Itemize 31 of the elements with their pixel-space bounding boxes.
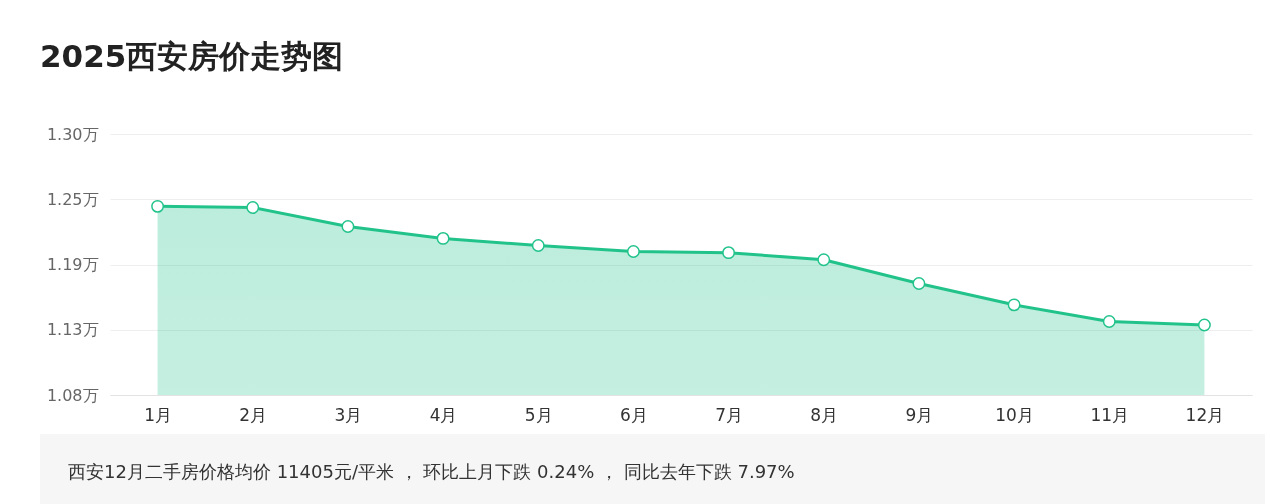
point [1007, 298, 1021, 312]
x-tick-label: 10月 [995, 404, 1034, 425]
point [912, 277, 926, 290]
y-tick-label: 1.25万 [46, 189, 99, 209]
x-tick-label: 6月 [620, 404, 648, 425]
point [246, 201, 260, 214]
point [722, 246, 736, 260]
x-tick-label: 4月 [429, 404, 458, 425]
point [626, 245, 640, 258]
point [151, 199, 165, 213]
x-tick-label: 1月 [144, 404, 172, 425]
x-tick-label: 3月 [334, 404, 363, 425]
point [436, 231, 450, 245]
point [1102, 315, 1116, 328]
text: 西安12月二手房价格均价 11405元/平米 ， 环比上月下跌 0.24% ， 同比去年下跌 7.97% [67, 460, 796, 484]
x-tick-label: 7月 [715, 404, 743, 425]
y-tick-label: 1.13万 [46, 320, 99, 340]
y-tick-label: 1.30万 [46, 124, 99, 144]
x-tick-label: 11月 [1090, 404, 1130, 425]
x-tick-label: 8月 [810, 404, 839, 425]
point [817, 253, 831, 267]
chart-title: 2025西安房价走势图 [40, 37, 344, 76]
point [1197, 318, 1211, 332]
x-tick-label: 12月 [1185, 404, 1225, 425]
x-tick-label: 9月 [905, 404, 934, 425]
y-tick-label: 1.08万 [46, 385, 99, 405]
x-tick-label: 2月 [239, 404, 268, 425]
point [341, 220, 355, 233]
y-tick-label: 1.19万 [46, 255, 99, 274]
point [531, 239, 545, 252]
x-tick-label: 5月 [524, 404, 553, 425]
